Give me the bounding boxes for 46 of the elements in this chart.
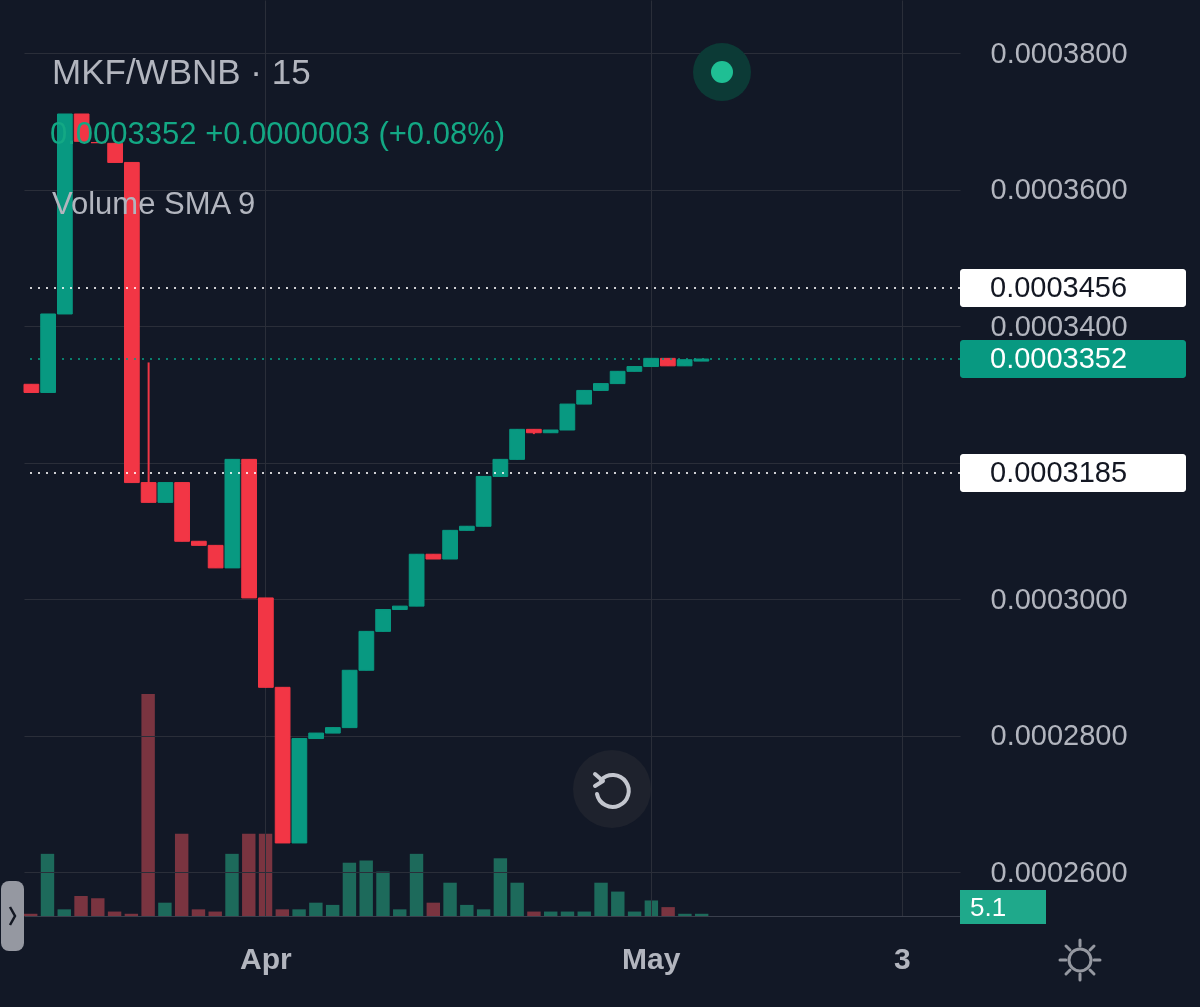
- bar: [57, 909, 71, 916]
- bar: [325, 904, 340, 916]
- bar: [91, 898, 105, 916]
- bar: [376, 871, 390, 916]
- bar: [644, 900, 659, 916]
- candlestick: [157, 482, 174, 503]
- bar: [409, 853, 424, 916]
- bar: [611, 891, 625, 916]
- bar: [309, 902, 323, 916]
- ref-line-label: 0.0003456: [990, 271, 1128, 304]
- x-tick-label: 3: [894, 941, 911, 975]
- bar: [476, 909, 491, 916]
- y-tick-label: 0.0003400: [990, 309, 1128, 342]
- x-tick-label: May: [621, 941, 681, 975]
- bar: [40, 853, 55, 916]
- text: MKF/WBNB · 15: [52, 52, 311, 92]
- x-tick-label: Apr: [240, 941, 293, 975]
- bar: [275, 909, 290, 916]
- bar: [174, 833, 189, 916]
- bar: [158, 902, 172, 916]
- y-tick-label: 0.0002600: [990, 855, 1128, 888]
- bar: [292, 909, 306, 916]
- y-tick-label: 0.0002800: [990, 719, 1128, 752]
- bar: [191, 909, 206, 916]
- bar: [74, 896, 88, 916]
- bar: [141, 694, 155, 916]
- y-tick-label: 0.0003600: [990, 173, 1128, 206]
- y-tick-label: 0.0003000: [990, 582, 1128, 615]
- bar: [342, 862, 357, 916]
- bar: [359, 860, 373, 916]
- bar: [510, 882, 524, 916]
- bar: [493, 858, 508, 916]
- bar: [225, 853, 239, 916]
- bar: [242, 833, 256, 916]
- bar: [393, 909, 407, 916]
- bar: [661, 907, 675, 916]
- ref-line-label: 0.0003185: [990, 456, 1128, 489]
- bar: [527, 911, 541, 916]
- bar: [594, 882, 608, 916]
- text: 5.1: [960, 890, 1047, 924]
- bar: [443, 882, 457, 916]
- y-tick-label: 0.0003800: [990, 36, 1128, 69]
- bar: [426, 902, 440, 916]
- bar: [678, 913, 692, 916]
- bar: [460, 904, 474, 916]
- ref-line-label: 0.0003352: [990, 342, 1128, 375]
